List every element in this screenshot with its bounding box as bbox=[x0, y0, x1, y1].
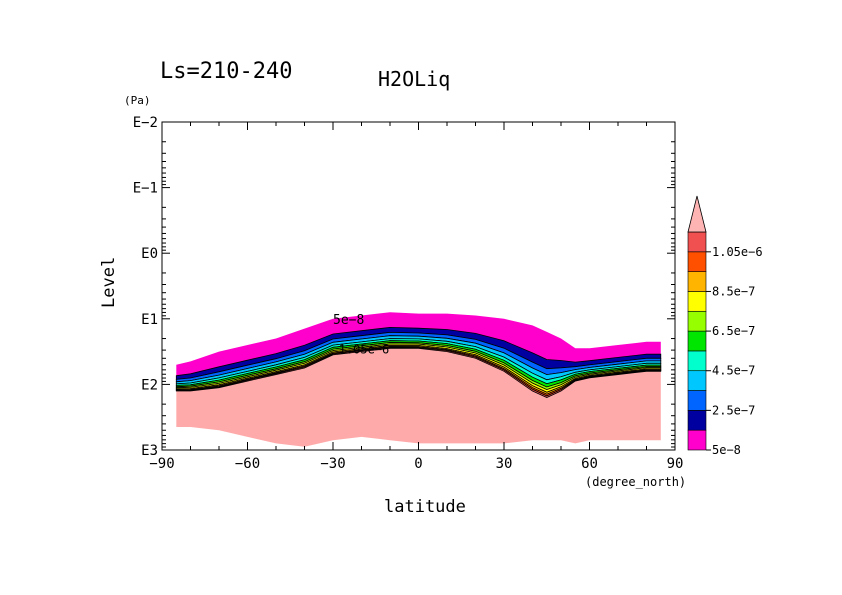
x-tick-label: 90 bbox=[667, 456, 684, 472]
y-tick-label: E−1 bbox=[133, 181, 158, 197]
plot-area bbox=[175, 312, 662, 447]
colorbar-label: 1.05e−6 bbox=[712, 245, 763, 259]
contour-labels: 5e−8 1.05e−6 bbox=[333, 313, 389, 357]
y-axis: E−2 E−1 E0 E1 E2 E3 bbox=[133, 115, 675, 459]
colorbar-extend-arrow bbox=[687, 195, 707, 233]
colorbar-label: 5e−8 bbox=[712, 443, 741, 457]
y-tick-label: E1 bbox=[141, 312, 158, 328]
colorbar-swatch-10 bbox=[687, 251, 707, 272]
x-tick-label: −30 bbox=[320, 456, 345, 472]
colorbar-swatch-8 bbox=[687, 291, 707, 312]
below-ground-region bbox=[176, 348, 661, 447]
colorbar-swatch-2 bbox=[687, 410, 707, 431]
chart-title: H2OLiq bbox=[378, 67, 450, 91]
colorbar-label: 6.5e−7 bbox=[712, 324, 755, 338]
colorbar-label: 4.5e−7 bbox=[712, 364, 755, 378]
colorbar-swatch-9 bbox=[687, 271, 707, 292]
x-tick-label: −60 bbox=[235, 456, 260, 472]
colorbar-label: 8.5e−7 bbox=[712, 284, 755, 298]
x-axis-label: latitude bbox=[384, 497, 466, 517]
y-tick-label: E0 bbox=[141, 246, 158, 262]
colorbar: 1.05e−6 8.5e−7 6.5e−7 4.5e−7 2.5e−7 5e−8 bbox=[687, 195, 763, 457]
x-tick-label: 30 bbox=[496, 456, 513, 472]
x-units-label: (degree_north) bbox=[585, 475, 686, 489]
contour-band-11 bbox=[175, 346, 662, 398]
colorbar-swatch-11 bbox=[687, 231, 707, 253]
x-tick-label: 60 bbox=[581, 456, 598, 472]
colorbar-swatch-1 bbox=[687, 429, 707, 451]
y-tick-label: E−2 bbox=[133, 115, 158, 131]
colorbar-swatch-7 bbox=[687, 310, 707, 332]
colorbar-label: 2.5e−7 bbox=[712, 403, 755, 417]
contour-label-high: 1.05e−6 bbox=[339, 343, 390, 357]
colorbar-swatch-5 bbox=[687, 350, 707, 372]
y-axis-label: Level bbox=[99, 257, 119, 308]
colorbar-swatch-6 bbox=[687, 330, 707, 352]
chart-subtitle: Ls=210-240 bbox=[160, 59, 292, 84]
y-tick-label: E2 bbox=[141, 377, 158, 393]
colorbar-swatch-4 bbox=[687, 370, 707, 391]
x-tick-label: 0 bbox=[414, 456, 422, 472]
colorbar-swatch-3 bbox=[687, 390, 707, 411]
y-units-label: (Pa) bbox=[124, 94, 151, 107]
x-axis: −90 −60 −30 0 30 60 90 bbox=[149, 122, 683, 472]
contour-label-low: 5e−8 bbox=[333, 313, 364, 328]
x-tick-label: −90 bbox=[149, 456, 174, 472]
y-tick-label: E3 bbox=[141, 443, 158, 459]
contour-band-1 bbox=[176, 312, 661, 376]
